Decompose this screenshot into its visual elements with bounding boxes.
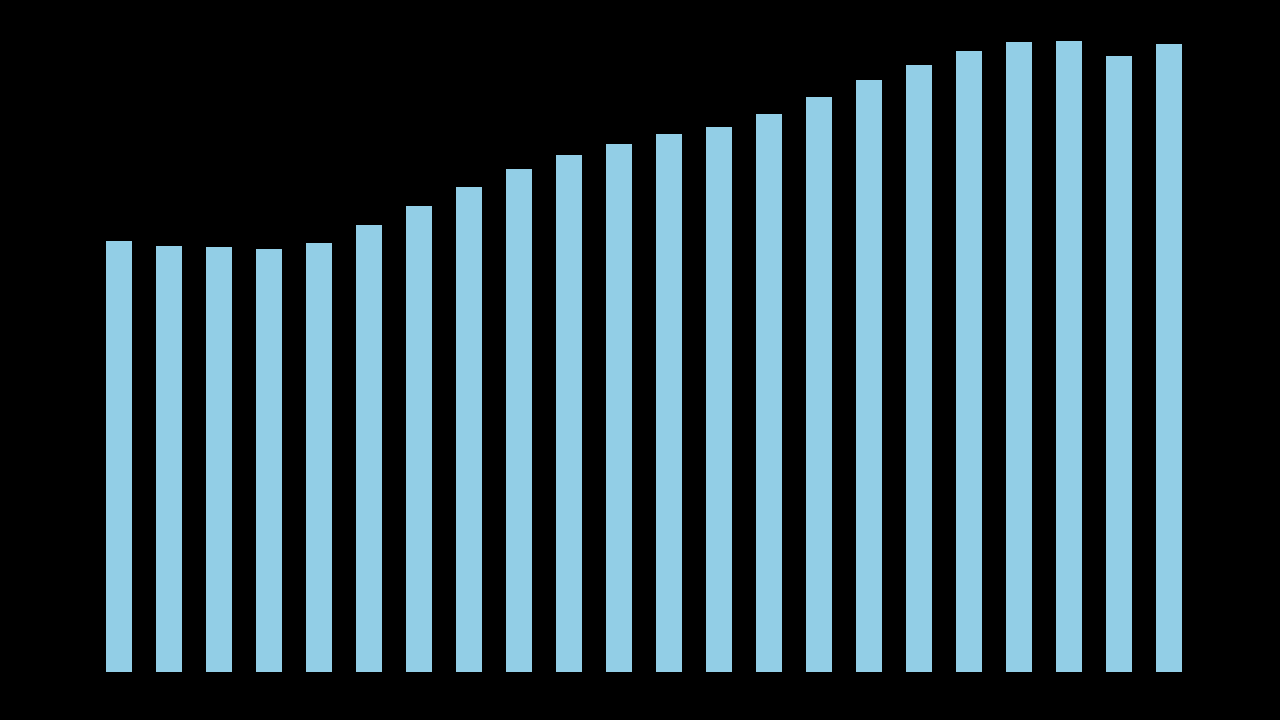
bar	[306, 243, 332, 672]
bar	[506, 169, 532, 672]
bar	[406, 206, 432, 673]
bar	[1106, 56, 1132, 672]
bar	[556, 155, 582, 672]
bar	[356, 225, 382, 672]
bar	[1056, 41, 1082, 672]
bar	[656, 134, 682, 672]
bar-chart	[0, 0, 1280, 720]
bar	[906, 65, 932, 672]
bar	[256, 249, 282, 672]
bar	[856, 80, 882, 672]
bar	[156, 246, 182, 672]
bar	[1156, 44, 1182, 672]
bar	[106, 241, 132, 672]
bar	[956, 51, 982, 672]
bar	[206, 247, 232, 672]
bar	[706, 127, 732, 672]
bar	[606, 144, 632, 672]
bar	[1006, 42, 1032, 672]
bar	[806, 97, 832, 672]
bar	[756, 114, 782, 672]
bar	[456, 187, 482, 672]
